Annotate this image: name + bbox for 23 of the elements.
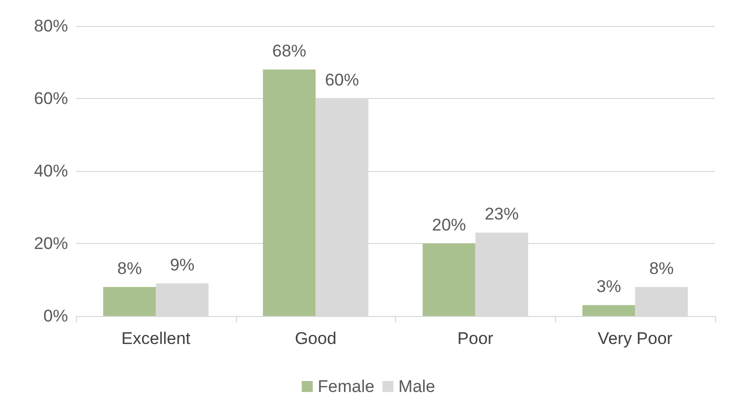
bar xyxy=(422,244,476,316)
bar xyxy=(262,70,316,316)
data-label: 9% xyxy=(170,255,195,274)
data-label: 20% xyxy=(432,216,466,234)
y-tick-label: 20% xyxy=(34,234,68,253)
x-tick-label: Very Poor xyxy=(598,329,673,348)
data-label: 23% xyxy=(484,204,519,224)
x-tick-label: Poor xyxy=(457,329,494,348)
data-label: 60% xyxy=(324,70,359,90)
y-tick-label: 40% xyxy=(34,162,68,180)
x-tick-label: Good xyxy=(294,329,336,348)
y-tick-label: 0% xyxy=(43,306,68,326)
legend-label: Female xyxy=(318,377,374,396)
y-tick-label: 60% xyxy=(34,89,68,108)
bar xyxy=(582,305,636,316)
data-label: 3% xyxy=(596,277,622,296)
data-label: 8% xyxy=(117,259,142,278)
y-tick-label: 80% xyxy=(34,16,68,36)
legend-label: Male xyxy=(398,377,436,396)
bar xyxy=(103,287,156,316)
data-label: 68% xyxy=(272,42,306,60)
x-tick-label: Excellent xyxy=(121,329,191,348)
data-label: 8% xyxy=(649,259,674,278)
